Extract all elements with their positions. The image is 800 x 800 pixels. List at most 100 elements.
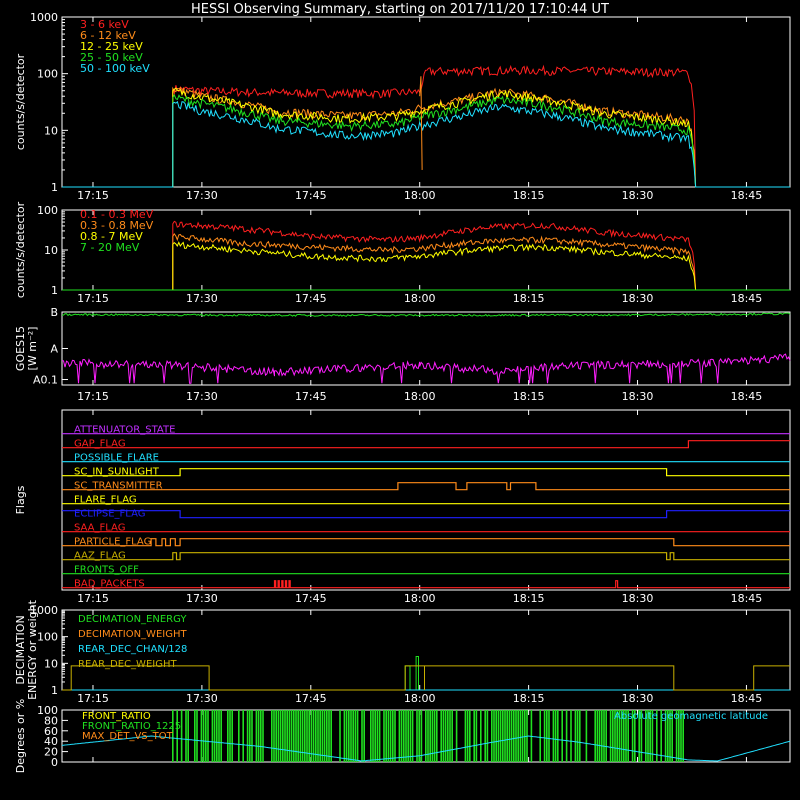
legend-entry: FRONT_RATIO: [82, 711, 151, 722]
y-tick-label: 40: [44, 735, 58, 748]
flag-trace: [62, 510, 790, 519]
time-tick-label: 18:30: [622, 292, 654, 305]
y-axis-label-low_energy: counts/s/detector: [14, 53, 27, 150]
time-tick-label: 18:15: [513, 592, 545, 605]
figure-title: HESSI Observing Summary, starting on 201…: [191, 2, 609, 17]
flag-label: ATTENUATOR_STATE: [74, 425, 175, 436]
y-tick-label: 100: [37, 631, 58, 644]
series-line: [61, 735, 791, 762]
y-axis-label2-goes: [W m⁻²]: [26, 327, 39, 371]
time-tick-label: 17:15: [77, 390, 109, 403]
time-tick-label: 17:15: [77, 692, 109, 705]
time-tick-label: 18:45: [731, 692, 763, 705]
y-tick-label: 10: [44, 657, 58, 670]
y-axis-label-decimation: DECIMATION: [14, 615, 27, 684]
time-tick-label: 18:00: [404, 692, 436, 705]
time-tick-label: 18:45: [731, 390, 763, 403]
y-tick-label: 1: [51, 684, 58, 697]
series-line: [61, 353, 791, 384]
y-tick-label: 1000: [30, 604, 58, 617]
series-line: [62, 87, 790, 188]
legend-entry: REAR_DEC_CHAN/128: [78, 644, 187, 655]
flag-trace: [62, 482, 790, 491]
series-line: [62, 100, 790, 188]
time-tick-label: 18:30: [622, 692, 654, 705]
legend-entry: 25 - 50 keV: [80, 51, 143, 64]
time-tick-label: 18:15: [513, 692, 545, 705]
time-tick-label: 17:30: [186, 592, 218, 605]
series-line: [62, 233, 790, 291]
time-tick-label: 18:00: [404, 592, 436, 605]
legend-entry: 7 - 20 MeV: [80, 241, 140, 254]
y-tick-label: 100: [37, 204, 58, 217]
time-tick-label: 18:30: [622, 390, 654, 403]
legend-entry: 12 - 25 keV: [80, 40, 143, 53]
flag-trace: [62, 552, 790, 561]
y-tick-label: 1: [51, 181, 58, 194]
y-tick-label: B: [50, 306, 58, 319]
time-tick-label: 17:15: [77, 592, 109, 605]
legend-entry: 50 - 100 keV: [80, 62, 150, 75]
legend-entry: 0.3 - 0.8 MeV: [80, 219, 154, 232]
y-tick-label: 10: [44, 124, 58, 137]
time-tick-label: 17:45: [295, 189, 327, 202]
time-tick-label: 17:30: [186, 292, 218, 305]
time-tick-label: 18:45: [731, 189, 763, 202]
series-line: [61, 312, 791, 317]
legend-entry: FRONT_RATIO_1225: [82, 721, 181, 732]
legend-entry: 3 - 6 keV: [80, 18, 129, 31]
legend-entry: REAR_DEC_WEIGHT: [78, 659, 177, 670]
y-axis-label-ratios: Degrees or %: [14, 699, 27, 773]
panel-frame-low_energy: [61, 16, 791, 188]
time-tick-label: 17:30: [186, 189, 218, 202]
legend-entry: MAX_DET_VS_TOT: [82, 731, 174, 742]
series-line: [62, 220, 790, 291]
flag-trace: [62, 468, 790, 477]
panels: 17:15 17:30 17:45 18:00 18:15 18:30 18:45 count…: [14, 11, 791, 773]
y-tick-label: A: [50, 343, 58, 356]
flag-label: SAA_FLAG: [74, 523, 125, 534]
y-tick-label: 100: [37, 68, 58, 81]
y-tick-label: 60: [44, 725, 58, 738]
flag-label: FRONTS_OFF: [74, 565, 139, 576]
flag-trace: [62, 538, 790, 547]
time-tick-label: 17:30: [186, 390, 218, 403]
legend-entry: DECIMATION_WEIGHT: [78, 629, 187, 640]
flag-label: GAP_FLAG: [74, 439, 126, 450]
legend-entry: DECIMATION_ENERGY: [78, 614, 187, 625]
y-tick-label: 80: [44, 714, 58, 727]
spike-marker: [419, 76, 423, 170]
time-tick-label: 17:45: [295, 592, 327, 605]
y-tick-label: 100: [37, 704, 58, 717]
time-tick-label: 18:00: [404, 189, 436, 202]
legend-entry: 0.1 - 0.3 MeV: [80, 208, 154, 221]
time-tick-label: 18:00: [404, 390, 436, 403]
annotation-latitude: Absolute geomagnetic latitude: [614, 711, 768, 722]
time-tick-label: 18:45: [731, 292, 763, 305]
flag-label: AAZ_FLAG: [74, 551, 126, 562]
flag-trace: [62, 440, 790, 449]
y-tick-label: 1: [51, 284, 58, 297]
series-line: [62, 665, 790, 691]
flag-label: PARTICLE_FLAG: [74, 537, 151, 548]
series-line: [62, 241, 790, 291]
flag-label: FLARE_FLAG: [74, 495, 137, 506]
y-tick-label: 0: [51, 756, 58, 769]
legend-entry: 0.8 - 7 MeV: [80, 230, 143, 243]
flag-label: SC_IN_SUNLIGHT: [74, 467, 160, 478]
y-axis-label-goes: GOES15: [14, 326, 27, 371]
time-tick-label: 18:30: [622, 189, 654, 202]
flag-trace: [62, 580, 790, 589]
time-tick-label: 18:15: [513, 292, 545, 305]
legend-entry: 6 - 12 keV: [80, 29, 136, 42]
time-tick-label: 18:00: [404, 292, 436, 305]
flag-label: BAD_PACKETS: [74, 579, 145, 590]
time-tick-label: 17:15: [77, 292, 109, 305]
y-axis-label2-decimation: ENERGY or weight: [26, 599, 39, 699]
series-line: [62, 94, 790, 188]
y-axis-label-high_energy: counts/s/detector: [14, 201, 27, 298]
time-tick-label: 18:30: [622, 592, 654, 605]
time-tick-label: 17:45: [295, 292, 327, 305]
